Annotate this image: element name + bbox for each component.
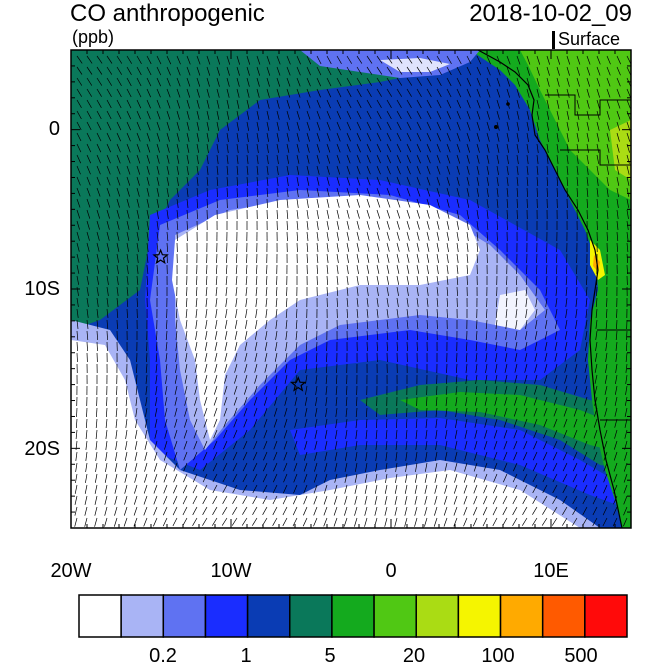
wind-vector (517, 265, 518, 274)
wind-vector (407, 408, 408, 417)
wind-vector (87, 408, 88, 417)
wind-vector (447, 364, 448, 373)
wind-vector (367, 397, 368, 406)
colorbar-label: 500 (551, 645, 611, 668)
wind-vector (187, 287, 188, 296)
colorbar-swatch (163, 595, 205, 637)
colorbar-swatch (501, 595, 543, 637)
wind-vector (607, 298, 608, 307)
wind-vector (497, 232, 498, 241)
wind-vector (427, 331, 428, 340)
wind-vector (597, 221, 598, 230)
colorbar-swatch (79, 595, 121, 637)
lat-label-10s: 10S (0, 278, 60, 301)
colorbar-swatch (121, 595, 163, 637)
wind-vector (267, 265, 268, 274)
wind-vector (257, 199, 258, 208)
wind-vector (317, 276, 318, 285)
colorbar-swatch (290, 595, 332, 637)
wind-vector (507, 276, 508, 285)
lon-label-0: 0 (356, 560, 426, 583)
wind-vector (287, 287, 288, 296)
wind-vector (77, 353, 78, 362)
colorbar-swatch (585, 595, 627, 637)
wind-vector (437, 320, 438, 329)
wind-vector (337, 364, 338, 373)
lat-label-20s: 20S (0, 438, 60, 461)
wind-vector (217, 199, 218, 208)
colorbar-label: 1 (216, 645, 276, 668)
wind-vector (247, 254, 248, 263)
wind-vector (237, 188, 238, 197)
colorbar-label: 0.2 (133, 645, 193, 668)
colorbar-swatch (248, 595, 290, 637)
colorbar-swatch (205, 595, 247, 637)
wind-vector (587, 210, 588, 219)
wind-vector (537, 254, 538, 263)
colorbar-swatch (458, 595, 500, 637)
wind-vector (297, 243, 298, 252)
datetime-label: 2018-10-02_09 (469, 0, 632, 28)
level-label: Surface (558, 29, 620, 50)
map-title: CO anthropogenic (70, 0, 265, 28)
level-marker (552, 31, 555, 49)
wind-vector (377, 408, 378, 417)
colorbar-swatch (543, 595, 585, 637)
colorbar-swatch (332, 595, 374, 637)
wind-vector (217, 254, 218, 263)
wind-vector (617, 254, 618, 263)
wind-vector (487, 243, 488, 252)
wind-vector (107, 397, 108, 406)
lon-label-10e: 10E (516, 560, 586, 583)
colorbar-label: 100 (468, 645, 528, 668)
wind-vector (517, 210, 518, 219)
wind-vector (467, 276, 468, 285)
wind-vector (157, 331, 158, 340)
wind-vector (397, 408, 398, 417)
wind-vector (417, 342, 418, 351)
wind-vector (277, 276, 278, 285)
wind-vector (387, 408, 388, 417)
wind-vector (177, 298, 178, 307)
lon-label-20w: 20W (36, 560, 106, 583)
wind-vector (567, 254, 568, 263)
wind-vector (527, 199, 528, 208)
wind-vector (357, 331, 358, 340)
colorbar-label: 5 (300, 645, 360, 668)
wind-vector (477, 320, 478, 329)
wind-vector (147, 287, 148, 296)
lat-label-0: 0 (0, 118, 60, 141)
wind-vector (617, 309, 618, 318)
wind-vector (507, 221, 508, 230)
colorbar-swatch (374, 595, 416, 637)
wind-vector (457, 353, 458, 362)
lon-label-10w: 10W (196, 560, 266, 583)
wind-vector (127, 375, 128, 384)
colorbar-swatch (416, 595, 458, 637)
units-label: (ppb) (72, 27, 114, 48)
wind-vector (227, 254, 228, 263)
wind-vector (447, 309, 448, 318)
colorbar (78, 594, 628, 638)
wind-vector (347, 320, 348, 329)
wind-vector (77, 408, 78, 417)
wind-vector (307, 320, 308, 329)
map-plot-area (71, 50, 631, 528)
colorbar-label: 20 (384, 645, 444, 668)
wind-vector (287, 232, 288, 241)
wind-vector (97, 342, 98, 351)
wind-vector (117, 386, 118, 395)
wind-vector (367, 342, 368, 351)
wind-vector (207, 265, 208, 274)
